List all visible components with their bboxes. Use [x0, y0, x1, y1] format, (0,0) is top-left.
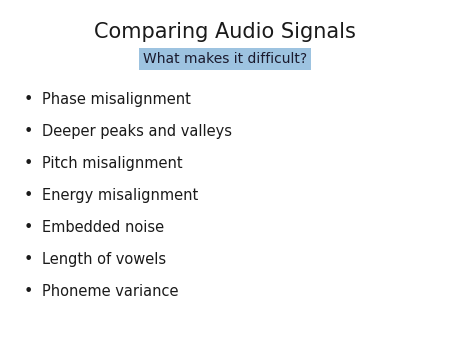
- Text: •: •: [23, 124, 33, 139]
- Text: Embedded noise: Embedded noise: [42, 220, 164, 235]
- Text: Pitch misalignment: Pitch misalignment: [42, 156, 183, 171]
- Text: •: •: [23, 156, 33, 171]
- Text: •: •: [23, 284, 33, 299]
- Text: •: •: [23, 252, 33, 267]
- Text: What makes it difficult?: What makes it difficult?: [143, 52, 307, 66]
- Text: •: •: [23, 220, 33, 235]
- Text: Deeper peaks and valleys: Deeper peaks and valleys: [42, 124, 232, 139]
- Text: Phoneme variance: Phoneme variance: [42, 284, 179, 299]
- Text: Length of vowels: Length of vowels: [42, 252, 166, 267]
- Text: •: •: [23, 92, 33, 107]
- Text: •: •: [23, 188, 33, 203]
- Text: Comparing Audio Signals: Comparing Audio Signals: [94, 22, 356, 42]
- Text: Phase misalignment: Phase misalignment: [42, 92, 191, 107]
- Text: Energy misalignment: Energy misalignment: [42, 188, 198, 203]
